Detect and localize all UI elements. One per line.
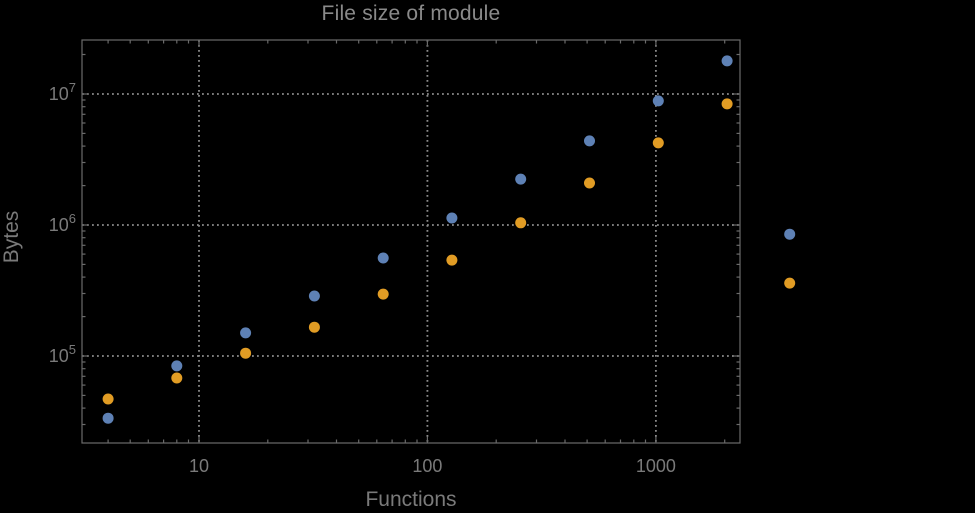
- point-blue-x4: [102, 412, 114, 424]
- point-orange-x4: [102, 393, 114, 405]
- point-orange-x64: [377, 288, 389, 300]
- y-tick-label-10^7: 107: [49, 80, 76, 104]
- point-orange-x128: [446, 254, 458, 266]
- point-blue-x256: [515, 173, 527, 185]
- x-tick-label-1000: 1000: [636, 456, 676, 476]
- point-orange-x512: [584, 177, 595, 189]
- point-blue-x16: [240, 327, 252, 339]
- point-blue-x2048: [721, 55, 733, 67]
- plot-frame: [81, 39, 741, 444]
- x-axis-label: Functions: [365, 488, 457, 511]
- point-blue-x1024: [652, 95, 664, 107]
- point-orange-x16: [240, 347, 252, 359]
- point-orange-x8: [171, 372, 183, 384]
- y-tick-label-10^5: 105: [49, 342, 76, 366]
- x-tick-label-10: 10: [189, 456, 209, 476]
- y-axis-label: Bytes: [0, 210, 23, 264]
- point-blue-x3850: [784, 228, 796, 240]
- point-orange-x32: [308, 321, 320, 333]
- x-tick-label-100: 100: [412, 456, 442, 476]
- y-tick-label-10^6: 106: [49, 211, 76, 235]
- point-blue-x8: [171, 360, 183, 372]
- point-blue-x128: [446, 212, 458, 224]
- point-orange-x256: [515, 217, 527, 229]
- point-blue-x512: [584, 135, 595, 147]
- point-blue-x64: [377, 252, 389, 264]
- point-orange-x2048: [721, 98, 733, 110]
- chart-title: File size of module: [321, 2, 501, 25]
- point-orange-x3850: [784, 277, 796, 289]
- point-orange-x1024: [652, 137, 664, 149]
- point-blue-x32: [308, 290, 320, 302]
